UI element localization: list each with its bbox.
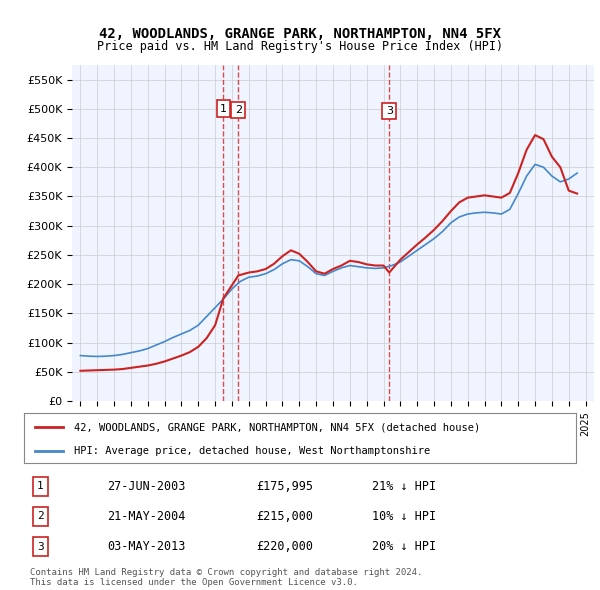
Text: 10% ↓ HPI: 10% ↓ HPI [372,510,436,523]
Text: £175,995: £175,995 [256,480,313,493]
Text: 3: 3 [386,106,393,116]
Text: 1: 1 [220,104,227,114]
Text: Price paid vs. HM Land Registry's House Price Index (HPI): Price paid vs. HM Land Registry's House … [97,40,503,53]
Text: 2: 2 [37,512,44,522]
Text: £220,000: £220,000 [256,540,313,553]
Text: 21-MAY-2004: 21-MAY-2004 [107,510,185,523]
Text: 42, WOODLANDS, GRANGE PARK, NORTHAMPTON, NN4 5FX: 42, WOODLANDS, GRANGE PARK, NORTHAMPTON,… [99,27,501,41]
Text: 21% ↓ HPI: 21% ↓ HPI [372,480,436,493]
Text: Contains HM Land Registry data © Crown copyright and database right 2024.: Contains HM Land Registry data © Crown c… [30,568,422,576]
Text: 20% ↓ HPI: 20% ↓ HPI [372,540,436,553]
Text: 03-MAY-2013: 03-MAY-2013 [107,540,185,553]
Text: 3: 3 [37,542,44,552]
Text: 27-JUN-2003: 27-JUN-2003 [107,480,185,493]
Text: 1: 1 [37,481,44,491]
Text: £215,000: £215,000 [256,510,313,523]
Text: HPI: Average price, detached house, West Northamptonshire: HPI: Average price, detached house, West… [74,445,430,455]
Text: This data is licensed under the Open Government Licence v3.0.: This data is licensed under the Open Gov… [30,578,358,587]
Text: 2: 2 [235,105,242,115]
Text: 42, WOODLANDS, GRANGE PARK, NORTHAMPTON, NN4 5FX (detached house): 42, WOODLANDS, GRANGE PARK, NORTHAMPTON,… [74,422,480,432]
